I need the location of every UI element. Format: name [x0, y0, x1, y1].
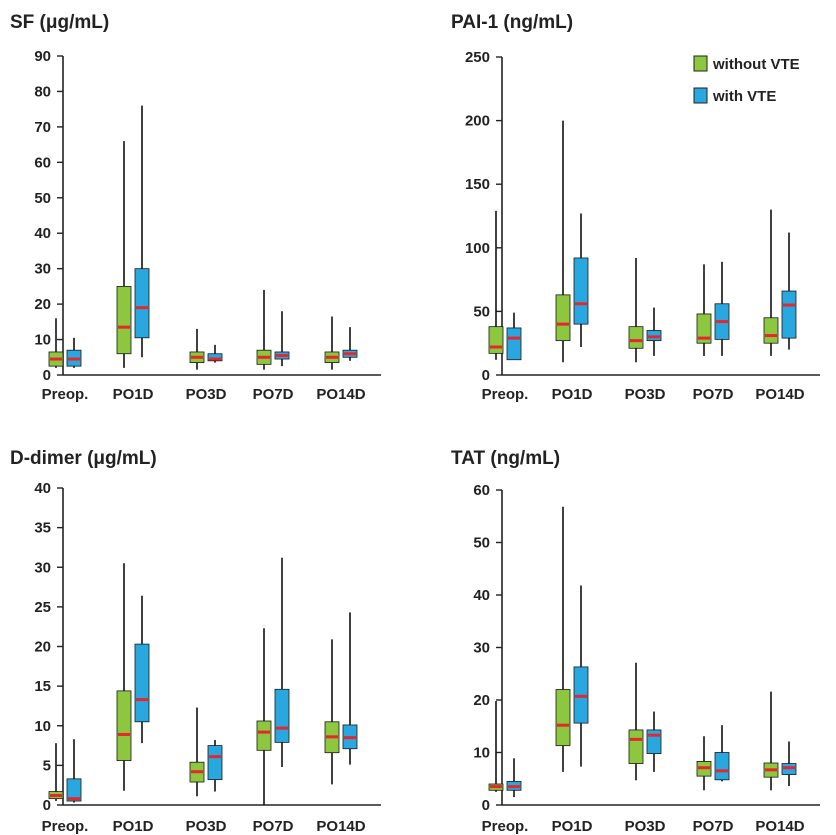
d-dimer-title: D-dimer (μg/mL) — [10, 448, 157, 469]
pai1-x-tick-label: Preop. — [482, 386, 529, 403]
tat-x-tick-label: PO14D — [755, 818, 804, 835]
d-dimer-panel: D-dimer (μg/mL) 0 5 10 15 20 25 30 35 40 Preop. PO… — [10, 448, 381, 835]
d-dimer-with-vte-box — [66, 778, 82, 802]
pai1-without-vte-box — [488, 326, 504, 354]
pai1-with-vte-box — [506, 327, 522, 361]
d-dimer-y-tick-label: 30 — [34, 559, 51, 576]
sf-x-tick-label: PO3D — [186, 386, 227, 403]
sf-y-tick-label: 70 — [34, 119, 51, 136]
tat-without-vte-box — [555, 689, 571, 747]
tat-with-vte-box — [714, 752, 730, 781]
legend-label-without-vte: without VTE — [712, 56, 800, 73]
d-dimer-y-tick-label: 40 — [34, 480, 51, 497]
sf-x-tick-label: PO1D — [113, 386, 154, 403]
pai1-y-tick-label: 0 — [482, 367, 490, 384]
tat-title: TAT (ng/mL) — [451, 448, 560, 469]
tat-y-tick-label: 10 — [473, 745, 490, 762]
tat-y-tick-label: 40 — [473, 587, 490, 604]
d-dimer-x-tick-label: PO7D — [253, 818, 294, 835]
sf-x-tick-label: PO14D — [316, 386, 365, 403]
d-dimer-x-tick-label: PO1D — [113, 818, 154, 835]
pai1-without-vte-box — [628, 326, 644, 349]
d-dimer-x-tick-label: Preop. — [42, 818, 89, 835]
tat-without-vte-box — [628, 729, 644, 764]
sf-panel: SF (μg/mL) 0 10 20 30 40 50 60 70 80 90 Preop. PO1D… — [10, 12, 381, 403]
pai1-x-tick-label: PO1D — [552, 386, 593, 403]
pai1-x-tick-label: PO14D — [755, 386, 804, 403]
sf-y-tick-label: 80 — [34, 83, 51, 100]
sf-y-tick-label: 10 — [34, 332, 51, 349]
pai1-x-tick-label: PO7D — [693, 386, 734, 403]
pai1-without-vte-box — [696, 313, 712, 344]
pai1-without-vte-box — [763, 317, 779, 344]
sf-x-tick-label: PO7D — [253, 386, 294, 403]
sf-y-tick-label: 60 — [34, 154, 51, 171]
legend-swatch-without-vte — [693, 55, 708, 72]
tat-with-vte-box — [646, 729, 662, 754]
tat-y-tick-label: 50 — [473, 535, 490, 552]
d-dimer-y-tick-label: 25 — [34, 599, 51, 616]
sf-y-tick-label: 50 — [34, 190, 51, 207]
d-dimer-x-tick-label: PO3D — [186, 818, 227, 835]
pai1-y-tick-label: 100 — [465, 240, 490, 257]
d-dimer-y-tick-label: 10 — [34, 718, 51, 735]
legend: without VTE with VTE — [693, 55, 800, 105]
sf-y-tick-label: 30 — [34, 261, 51, 278]
sf-without-vte-box — [116, 285, 132, 355]
tat-x-tick-label: PO1D — [552, 818, 593, 835]
pai1-y-tick-label: 50 — [473, 303, 490, 320]
tat-panel: TAT (ng/mL) 0 10 20 30 40 50 60 Preop. PO1D PO3D P… — [451, 448, 820, 835]
tat-x-tick-label: Preop. — [482, 818, 529, 835]
sf-title: SF (μg/mL) — [10, 12, 109, 33]
sf-with-vte-box — [207, 353, 223, 362]
d-dimer-y-tick-label: 35 — [34, 520, 51, 537]
pai1-x-tick-label: PO3D — [625, 386, 666, 403]
tat-y-tick-label: 60 — [473, 482, 490, 499]
tat-y-tick-label: 30 — [473, 640, 490, 657]
d-dimer-y-tick-label: 0 — [43, 797, 51, 814]
d-dimer-with-vte-box — [274, 688, 290, 743]
d-dimer-y-tick-label: 20 — [34, 639, 51, 656]
pai1-title: PAI-1 (ng/mL) — [451, 12, 573, 33]
sf-y-tick-label: 40 — [34, 225, 51, 242]
tat-y-tick-label: 0 — [482, 797, 490, 814]
d-dimer-with-vte-box — [134, 643, 150, 723]
d-dimer-with-vte-box — [207, 745, 223, 781]
pai1-y-tick-label: 200 — [465, 113, 490, 130]
sf-y-tick-label: 90 — [34, 48, 51, 65]
sf-y-tick-label: 20 — [34, 296, 51, 313]
legend-label-with-vte: with VTE — [712, 88, 776, 105]
tat-x-tick-label: PO3D — [625, 818, 666, 835]
pai1-with-vte-box — [781, 290, 797, 339]
tat-y-tick-label: 20 — [473, 692, 490, 709]
pai1-y-tick-label: 250 — [465, 49, 490, 66]
tat-x-tick-label: PO7D — [693, 818, 734, 835]
d-dimer-x-tick-label: PO14D — [316, 818, 365, 835]
sf-x-tick-label: Preop. — [42, 386, 89, 403]
legend-swatch-with-vte — [693, 87, 708, 104]
pai1-without-vte-box — [555, 294, 571, 342]
pai1-y-tick-label: 150 — [465, 176, 490, 193]
pai1-panel: PAI-1 (ng/mL) 0 50 100 150 200 250 Preop. PO1D P… — [451, 12, 820, 403]
pai1-with-vte-box — [573, 257, 589, 325]
sf-with-vte-box — [134, 268, 150, 339]
d-dimer-y-tick-label: 5 — [43, 757, 51, 774]
d-dimer-y-tick-label: 15 — [34, 678, 51, 695]
sf-y-tick-label: 0 — [43, 367, 51, 384]
d-dimer-without-vte-box — [256, 720, 272, 751]
d-dimer-without-vte-box — [116, 690, 132, 762]
